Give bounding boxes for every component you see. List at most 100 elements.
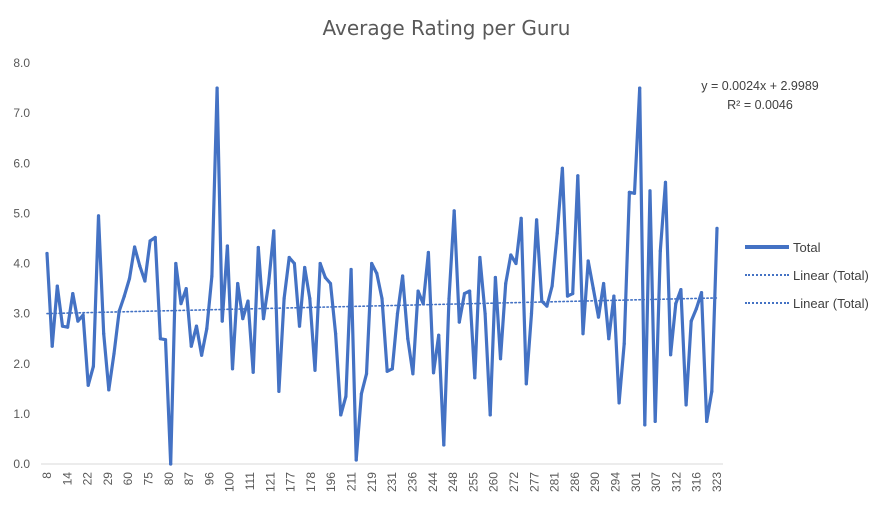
data-point [452,209,456,213]
data-point [354,458,358,462]
data-point [622,342,626,346]
data-point [184,286,188,291]
legend-label-linear-1: Linear (Total) [793,267,869,283]
data-point [653,419,657,423]
y-axis-ticks: 0.0 1.0 2.0 3.0 4.0 5.0 6.0 7.0 8.0 [13,56,30,471]
y-tick-label: 2.0 [13,357,30,371]
data-point [303,265,307,270]
data-point [416,289,420,293]
data-point [60,324,65,328]
data-point [591,286,595,291]
series-points [45,86,719,466]
x-tick-label: 178 [304,472,318,492]
data-point [334,332,338,336]
data-point [674,302,678,306]
data-point [133,245,137,249]
data-point [55,284,59,288]
y-tick-label: 8.0 [13,56,30,70]
data-point [215,86,219,90]
x-tick-label: 286 [568,472,582,492]
y-tick-label: 1.0 [13,407,30,421]
data-point [375,271,379,276]
data-point [550,284,554,288]
data-point [437,333,441,337]
legend-swatch-dotted [745,302,789,304]
data-point [638,86,642,90]
data-point [143,279,147,283]
data-point [488,413,492,417]
data-point [200,353,204,357]
legend-swatch-dotted [745,274,789,276]
data-point [267,281,271,286]
r-squared-text: R² = 0.0046 [727,98,793,112]
data-point [514,261,518,266]
data-point [138,264,142,268]
data-point [292,261,296,266]
data-point [370,261,374,266]
data-point [468,289,472,293]
data-point [241,317,245,321]
y-tick-label: 0.0 [13,457,30,471]
data-point [421,302,425,306]
data-point [122,294,126,298]
data-point [318,261,322,266]
data-point [524,382,528,386]
data-point [679,287,683,292]
data-point [663,180,668,184]
x-tick-label: 87 [182,472,196,486]
data-point [174,261,178,266]
x-tick-label: 22 [81,472,95,486]
data-point [390,367,394,371]
data-point [473,376,477,380]
data-point [426,250,430,255]
data-point [504,281,508,286]
data-point [349,267,353,272]
data-point [602,281,606,286]
data-point [236,281,240,286]
legend-label-total: Total [793,239,821,255]
data-point [272,229,276,233]
x-tick-label: 211 [345,472,359,491]
x-tick-label: 29 [101,472,115,486]
x-tick-label: 111 [243,472,257,491]
data-point [540,299,544,303]
data-point [323,275,327,280]
x-tick-label: 307 [649,472,663,492]
data-point [442,443,446,447]
legend-label-linear-2: Linear (Total) [793,295,869,311]
data-point [148,239,152,243]
data-point [462,291,467,296]
data-point [483,312,487,316]
legend-item-linear-1: Linear (Total) [745,266,869,284]
legend-item-linear-2: Linear (Total) [745,294,869,312]
x-tick-label: 121 [263,472,277,492]
data-point [112,352,116,356]
data-point [576,174,580,178]
y-tick-label: 4.0 [13,257,30,271]
data-point [205,327,209,331]
data-point [277,389,281,393]
data-point [210,274,214,278]
x-tick-label: 255 [466,472,480,492]
data-point [107,388,111,392]
x-tick-label: 219 [365,472,379,492]
data-point [339,413,343,417]
data-point [395,312,400,316]
x-tick-label: 281 [548,472,562,492]
data-point [380,296,384,301]
x-tick-label: 277 [527,472,541,492]
data-point [689,319,693,323]
data-point [169,462,173,466]
data-point [71,291,75,296]
data-point [102,332,106,336]
data-point [328,281,333,286]
data-point [669,353,673,357]
data-point [76,319,80,323]
x-tick-label: 75 [142,472,156,486]
x-axis-ticks: 8 14 22 29 60 75 80 87 96 100 111 121 177 178 196 211 21… [40,472,724,492]
x-tick-label: 8 [40,472,54,479]
data-point [519,216,523,220]
data-point [230,367,235,371]
data-point [66,325,70,329]
